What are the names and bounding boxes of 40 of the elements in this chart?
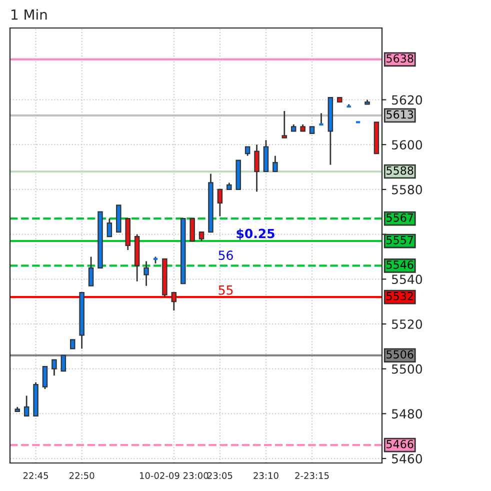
x-tick-label: 23:05	[208, 472, 232, 480]
candlestick	[88, 256, 94, 287]
x-tick-label: 22:45	[23, 472, 48, 480]
ref-line-label: 5466	[386, 440, 414, 448]
candlestick	[190, 218, 195, 242]
y-tick-label: 5460	[392, 454, 422, 464]
candlestick	[144, 260, 149, 287]
x-tick-label: 2-23:15	[295, 472, 329, 480]
ref-line-label: 5567	[386, 213, 414, 222]
y-tick-label: 5600	[392, 140, 422, 150]
y-tick-label: 5500	[392, 364, 422, 374]
ref-line-label: 5613	[386, 110, 414, 119]
y-tick-label: 5520	[392, 319, 422, 329]
ref-line-label: 5546	[386, 260, 414, 269]
candlestick	[272, 155, 278, 172]
candlestick	[254, 144, 260, 192]
x-tick-label: 10-02-09 23:00	[140, 472, 208, 480]
candlestick	[217, 188, 223, 218]
x-tick-label: 22:50	[69, 472, 94, 480]
candlestick	[42, 366, 48, 390]
candlestick	[106, 218, 112, 238]
annotation: 56	[218, 250, 233, 260]
ref-line-label: 5588	[386, 166, 414, 175]
ref-line-label: 5532	[386, 292, 413, 300]
candlestick	[52, 359, 57, 376]
y-tick-label: 5480	[392, 409, 422, 419]
chart-title: 1 Min	[12, 9, 47, 20]
annotation: $0.25	[236, 228, 274, 240]
y-tick-label: 5580	[392, 184, 422, 194]
candlestick	[282, 110, 288, 139]
ref-line-label: 5638	[386, 54, 414, 63]
candlestick	[60, 354, 66, 372]
ref-line-label: 5557	[386, 236, 414, 244]
candlestick	[24, 395, 30, 417]
candlestick	[171, 292, 177, 312]
y-tick-label: 5540	[392, 274, 422, 284]
ref-line-label: 5506	[386, 350, 414, 359]
x-tick-label: 23:10	[254, 472, 278, 480]
annotation: 55	[218, 286, 233, 295]
y-tick-label: 5620	[392, 95, 422, 105]
